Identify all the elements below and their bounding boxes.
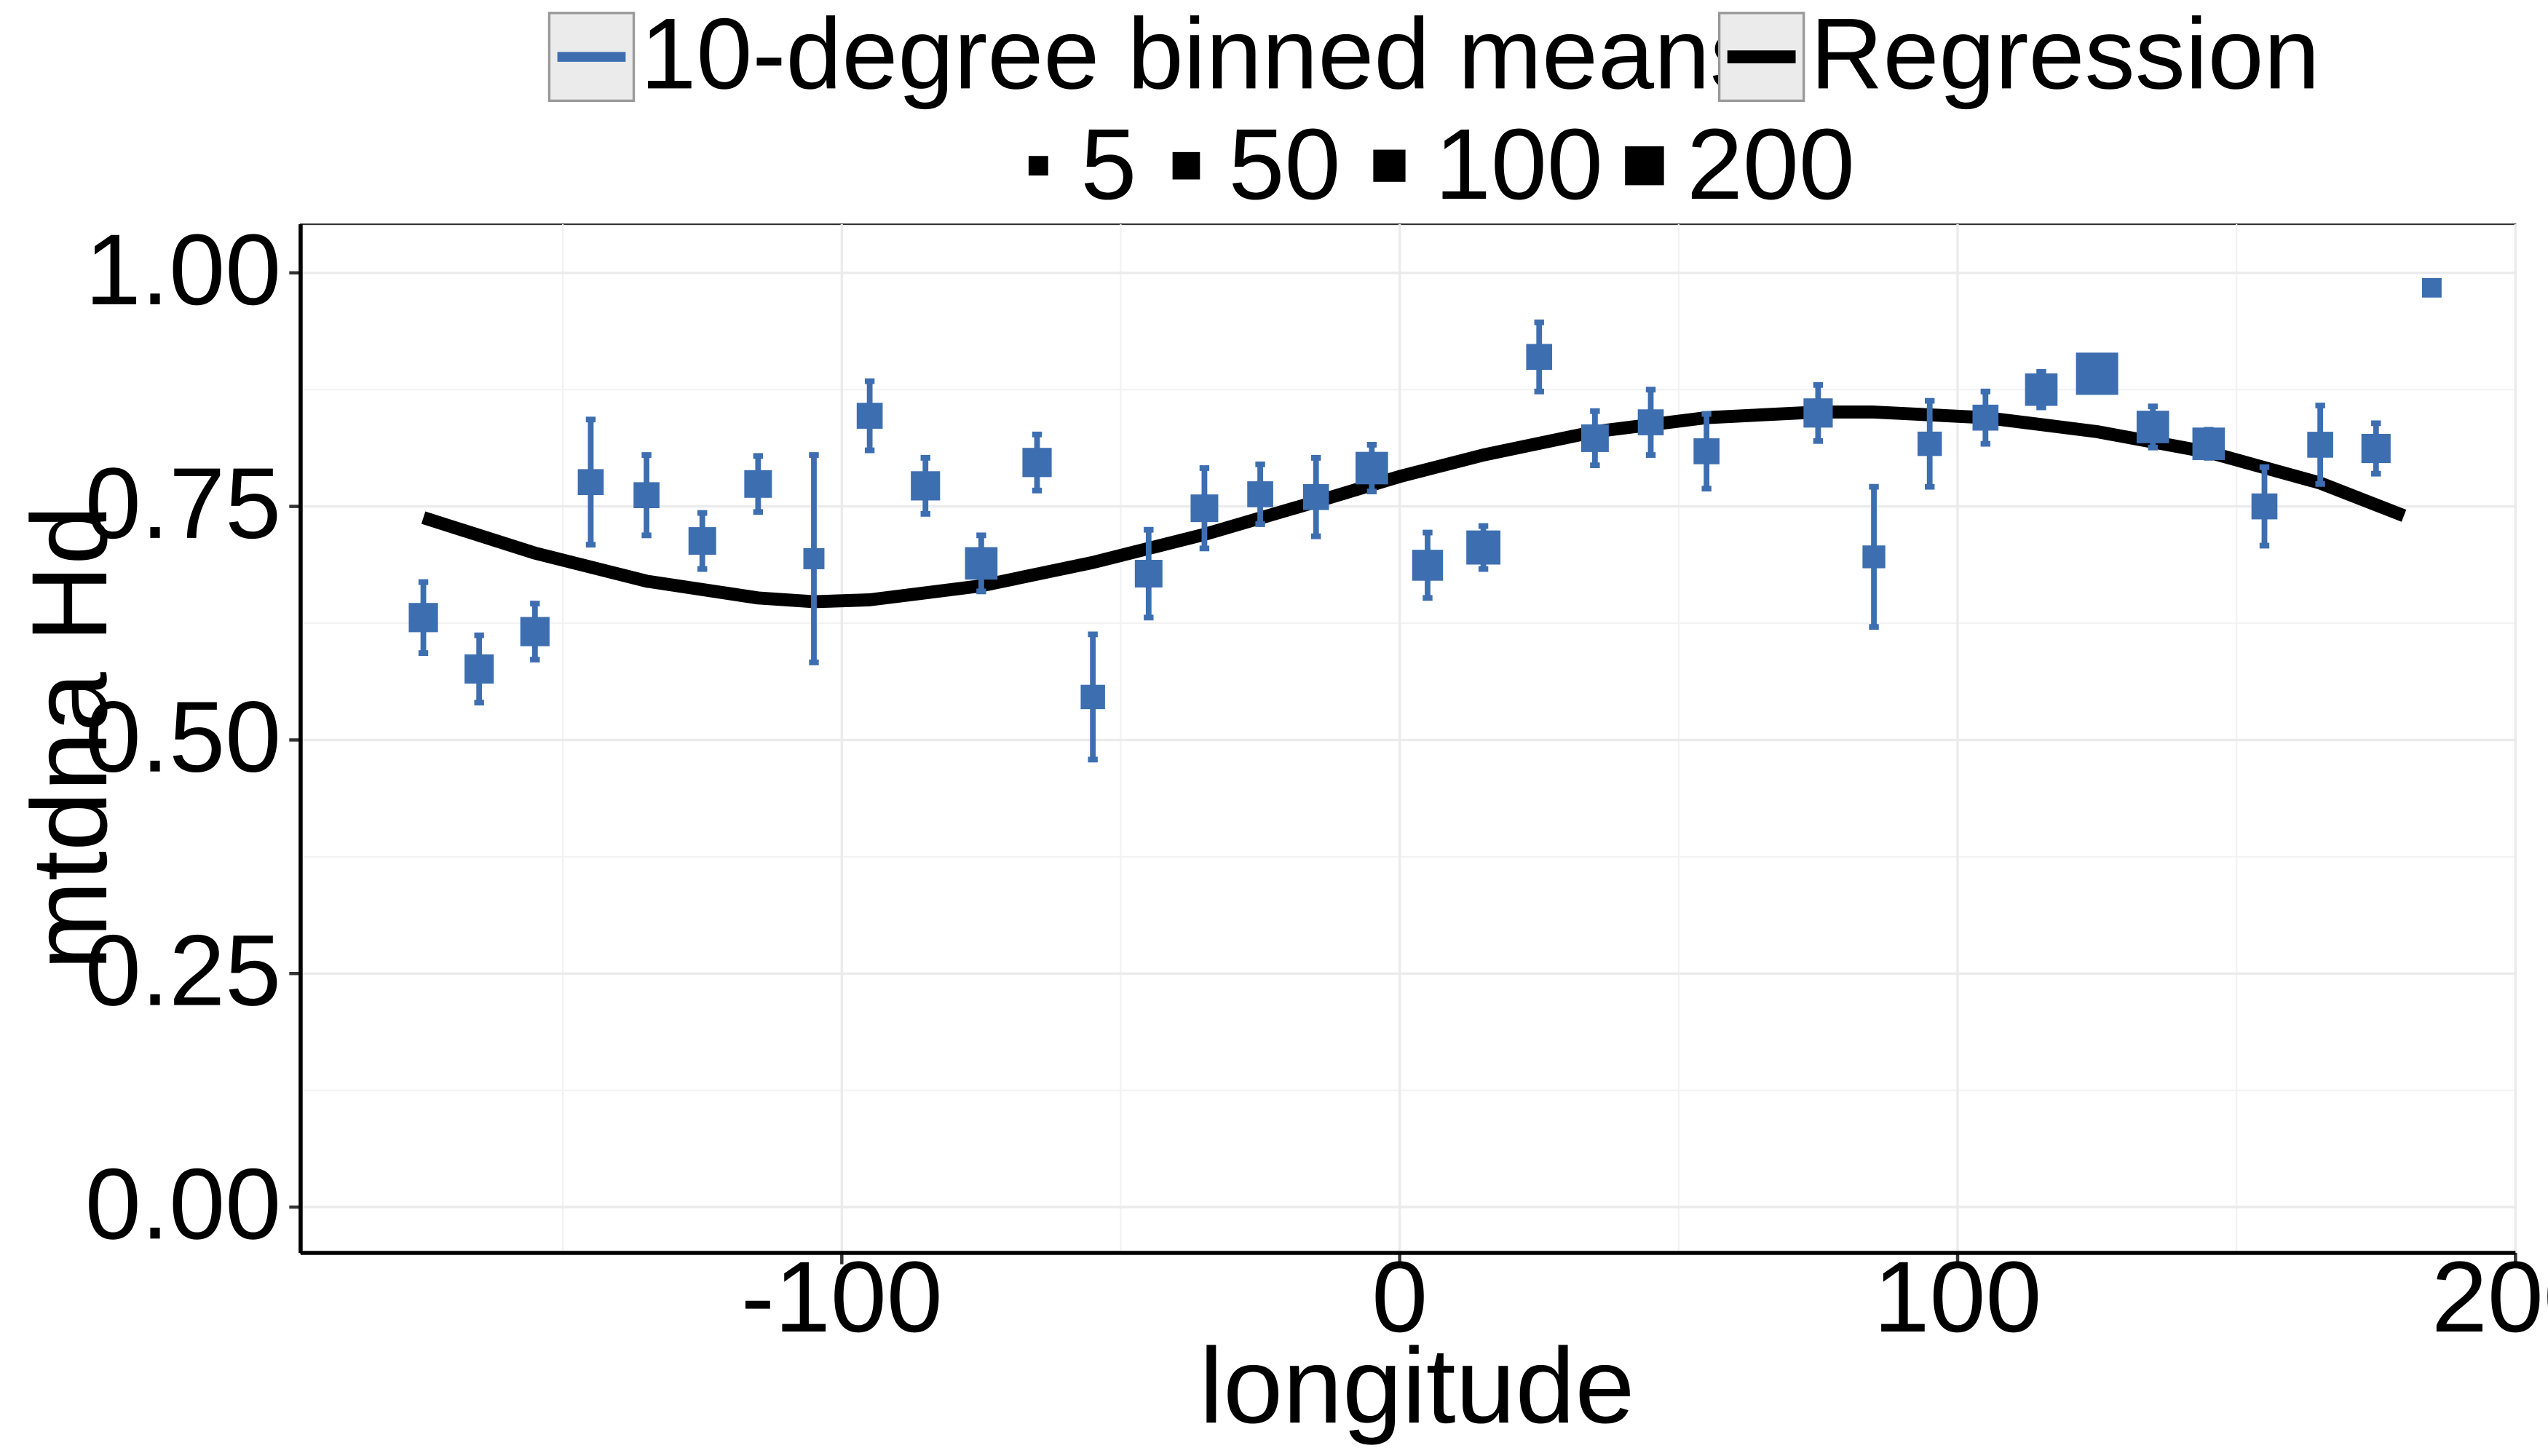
size-legend-key xyxy=(1172,151,1200,180)
x-tick-label: 200 xyxy=(2432,1241,2548,1353)
point xyxy=(688,527,716,555)
point xyxy=(2361,433,2391,464)
point xyxy=(1412,550,1444,581)
point xyxy=(1302,483,1329,510)
y-tick-label: 0.00 xyxy=(85,1148,281,1260)
y-tick-label: 1.00 xyxy=(85,214,281,326)
x-tick-label: 0 xyxy=(1372,1241,1428,1353)
y-tick-label: 0.50 xyxy=(85,681,281,794)
point xyxy=(911,471,941,501)
point xyxy=(1526,344,1553,371)
point xyxy=(408,603,438,633)
y-axis-title: mtdna Hd xyxy=(10,505,130,970)
point xyxy=(464,654,494,684)
point xyxy=(633,482,660,509)
point xyxy=(1972,404,1999,431)
point xyxy=(2421,277,2442,298)
point xyxy=(965,547,998,580)
regression-line xyxy=(421,405,2407,609)
point xyxy=(1862,545,1886,569)
point xyxy=(1637,409,1664,435)
point xyxy=(2307,432,2333,458)
y-tick-label: 0.75 xyxy=(85,448,281,560)
x-tick-label: -100 xyxy=(741,1241,943,1353)
point xyxy=(1247,481,1273,507)
point xyxy=(1693,438,1720,464)
x-tick-label: 100 xyxy=(1874,1241,2042,1353)
point xyxy=(744,470,772,498)
point xyxy=(1190,494,1219,523)
size-legend-label: 200 xyxy=(1687,108,1855,221)
size-legend-label: 100 xyxy=(1435,108,1603,221)
size-legend-label: 50 xyxy=(1229,108,1341,221)
size-legend-key xyxy=(1373,149,1406,182)
point xyxy=(1580,424,1609,452)
point xyxy=(2136,411,2169,443)
point xyxy=(1022,448,1052,478)
point xyxy=(2192,427,2225,460)
legend-label: Regression xyxy=(1811,0,2320,110)
point xyxy=(2251,493,2278,520)
point xyxy=(856,403,883,429)
point xyxy=(803,548,825,569)
point xyxy=(2025,373,2058,406)
point xyxy=(1466,530,1501,565)
size-legend-key xyxy=(1625,146,1664,186)
point xyxy=(577,469,604,496)
size-legend-label: 5 xyxy=(1080,108,1136,221)
size-legend-key xyxy=(1028,156,1048,176)
point xyxy=(1134,560,1163,587)
point xyxy=(520,617,550,646)
x-axis-title: longitude xyxy=(1199,1326,1634,1446)
y-tick-label: 0.25 xyxy=(85,915,281,1027)
point xyxy=(1080,684,1105,710)
point xyxy=(2076,352,2118,395)
point xyxy=(1917,431,1942,456)
point xyxy=(1356,451,1388,485)
legend-label: 10-degree binned means xyxy=(640,0,1760,110)
point xyxy=(1803,398,1833,428)
